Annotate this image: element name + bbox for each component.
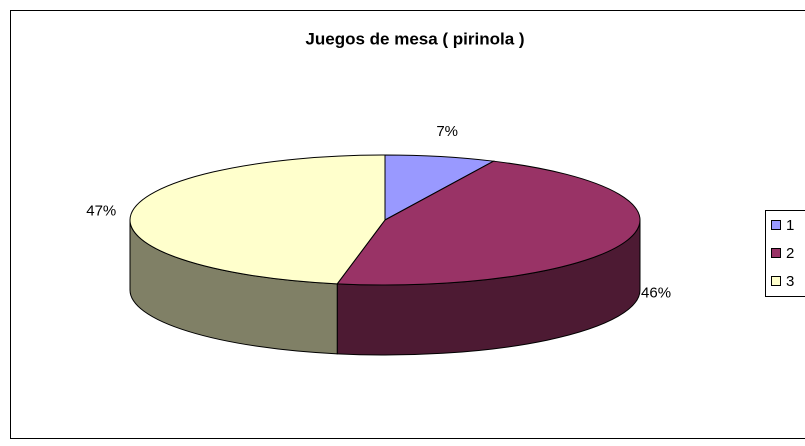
legend-label: 2: [786, 245, 794, 262]
legend-swatch: [772, 277, 781, 286]
chart-title: Juegos de mesa ( pirinola ): [305, 29, 524, 48]
data-label: 46%: [641, 284, 671, 301]
legend-label: 1: [786, 217, 794, 234]
legend-swatch: [772, 249, 781, 258]
legend-swatch: [772, 221, 781, 230]
data-label: 47%: [86, 202, 116, 219]
legend-label: 3: [786, 273, 794, 290]
data-label: 7%: [436, 123, 458, 140]
